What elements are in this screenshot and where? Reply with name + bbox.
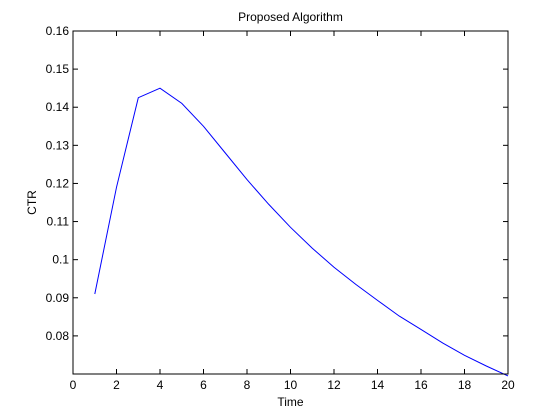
x-tick-label: 16 [414,378,428,392]
x-tick-label: 10 [284,378,298,392]
x-tick-label: 6 [200,378,207,392]
y-tick-label: 0.13 [46,138,70,152]
x-tick-label: 0 [70,378,77,392]
x-tick-label: 20 [501,378,515,392]
tick-labels-group: 0 2 4 6 8 10 12 14 16 18 20 0.08 0.09 0.1 0.11 0.12 0.13… [46,24,515,392]
y-tick-label: 0.16 [46,24,70,38]
series-line-0 [94,87,509,377]
y-tick-label: 0.12 [46,176,70,190]
y-tick-label: 0.11 [47,215,70,229]
y-tick-label: 0.14 [46,100,70,114]
x-tick-label: 18 [458,378,472,392]
series-group [94,87,509,377]
y-tick-label: 0.09 [46,291,70,305]
x-tick-label: 14 [371,378,385,392]
y-tick-label: 0.1 [52,253,69,267]
chart-title: Proposed Algorithm [238,10,343,24]
x-tick-label: 2 [113,378,120,392]
plot-frame [72,30,509,375]
plot-area [73,31,508,374]
x-tick-label: 4 [157,378,164,392]
x-tick-label: 12 [327,378,341,392]
y-tick-label: 0.08 [46,329,70,343]
x-axis-label: Time [277,395,304,409]
x-tick-label: 8 [244,378,251,392]
y-tick-label: 0.15 [46,62,70,76]
y-axis-label: CTR [25,190,39,215]
